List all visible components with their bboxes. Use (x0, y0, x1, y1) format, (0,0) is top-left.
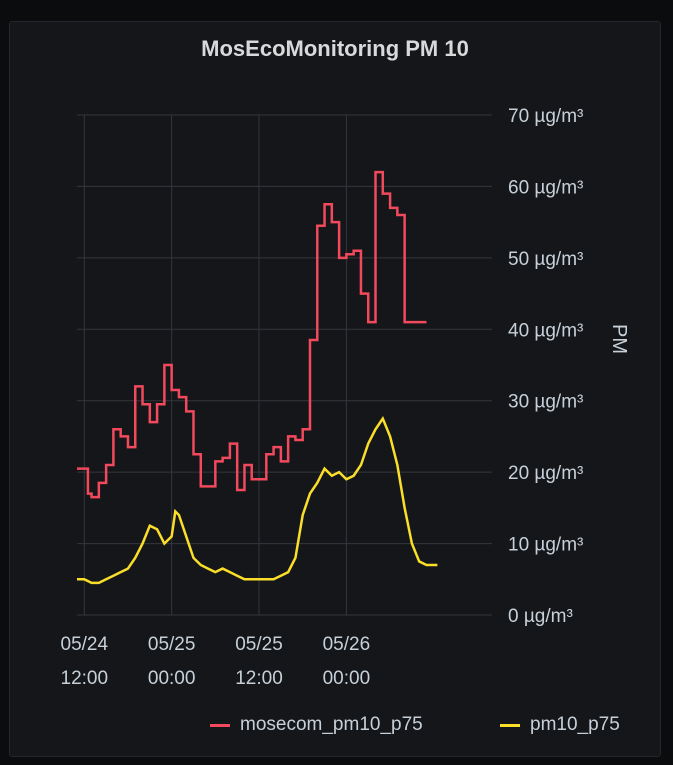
y-tick-label: 40 µg/m³ (508, 320, 583, 341)
y-tick-label: 70 µg/m³ (508, 106, 583, 127)
chart-svg[interactable]: 0 µg/m³ 10 µg/m³ 20 µg/m³ 30 µg/m³ 40 µg/m³ 5… (10, 22, 660, 712)
y-tick-label: 60 µg/m³ (508, 177, 583, 198)
chart-title: MosEcoMonitoring PM 10 (201, 36, 469, 61)
y-tick-label: 50 µg/m³ (508, 249, 583, 270)
y-tick-label: 10 µg/m³ (508, 535, 583, 556)
x-tick-label: 05/24 (61, 634, 109, 655)
series-line-pm10-p75 (77, 415, 438, 585)
x-tick-label: 00:00 (323, 668, 371, 689)
y-axis-label: PM (608, 324, 630, 354)
x-tick-label: 05/25 (235, 634, 283, 655)
legend-label: pm10_p75 (530, 714, 620, 735)
legend-item-mosecom-pm10-p75[interactable]: mosecom_pm10_p75 (210, 710, 423, 740)
legend-swatch (210, 723, 230, 727)
legend-swatch (500, 723, 520, 727)
y-tick-label: 0 µg/m³ (508, 606, 573, 627)
legend: mosecom_pm10_p75 pm10_p75 (10, 710, 660, 740)
x-tick-label: 12:00 (235, 668, 283, 689)
series-line-mosecom-pm10-p75 (77, 170, 427, 499)
y-tick-label: 30 µg/m³ (508, 392, 583, 413)
chart-panel: MosEcoMonitoring PM 10 0 µg/m³ 10 µg/m³ 20… (9, 21, 661, 757)
legend-item-pm10-p75[interactable]: pm10_p75 (500, 710, 620, 740)
x-tick-label: 12:00 (61, 668, 109, 689)
legend-label: mosecom_pm10_p75 (240, 714, 423, 735)
x-tick-label: 05/25 (148, 634, 196, 655)
y-tick-label: 20 µg/m³ (508, 463, 583, 484)
x-tick-label: 05/26 (323, 634, 371, 655)
x-tick-label: 00:00 (148, 668, 196, 689)
